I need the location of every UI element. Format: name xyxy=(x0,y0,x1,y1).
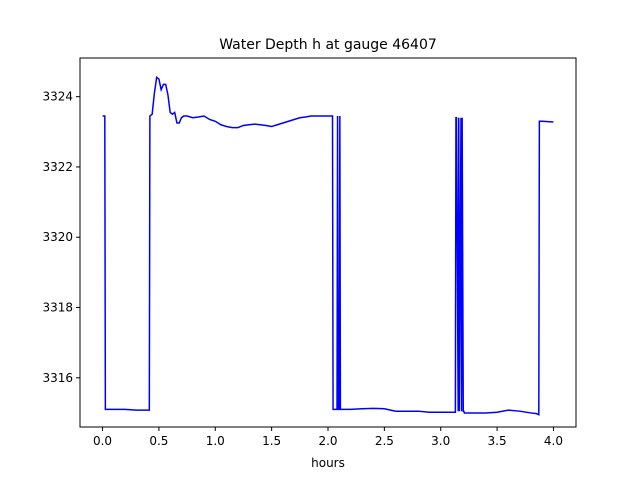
x-tick-label: 1.0 xyxy=(206,434,225,448)
x-tick-label: 0.5 xyxy=(149,434,168,448)
y-axis: 3316 3318 3320 3322 3324 xyxy=(42,90,80,385)
x-axis-label: hours xyxy=(311,456,345,470)
y-tick-label: 3318 xyxy=(42,301,73,315)
y-tick-label: 3320 xyxy=(42,230,73,244)
y-tick-label: 3316 xyxy=(42,371,73,385)
x-tick-label: 2.0 xyxy=(318,434,337,448)
x-tick-label: 4.0 xyxy=(544,434,563,448)
x-tick-label: 3.5 xyxy=(488,434,507,448)
y-tick-label: 3324 xyxy=(42,90,73,104)
y-tick-label: 3322 xyxy=(42,160,73,174)
x-tick-label: 2.5 xyxy=(375,434,394,448)
x-tick-label: 1.5 xyxy=(262,434,281,448)
x-axis: 0.0 0.5 1.0 1.5 2.0 2.5 3.0 3.5 4.0 xyxy=(93,427,563,448)
x-tick-label: 3.0 xyxy=(431,434,450,448)
x-tick-label: 0.0 xyxy=(93,434,112,448)
chart-title: Water Depth h at gauge 46407 xyxy=(219,37,437,53)
water-depth-line xyxy=(102,75,554,416)
